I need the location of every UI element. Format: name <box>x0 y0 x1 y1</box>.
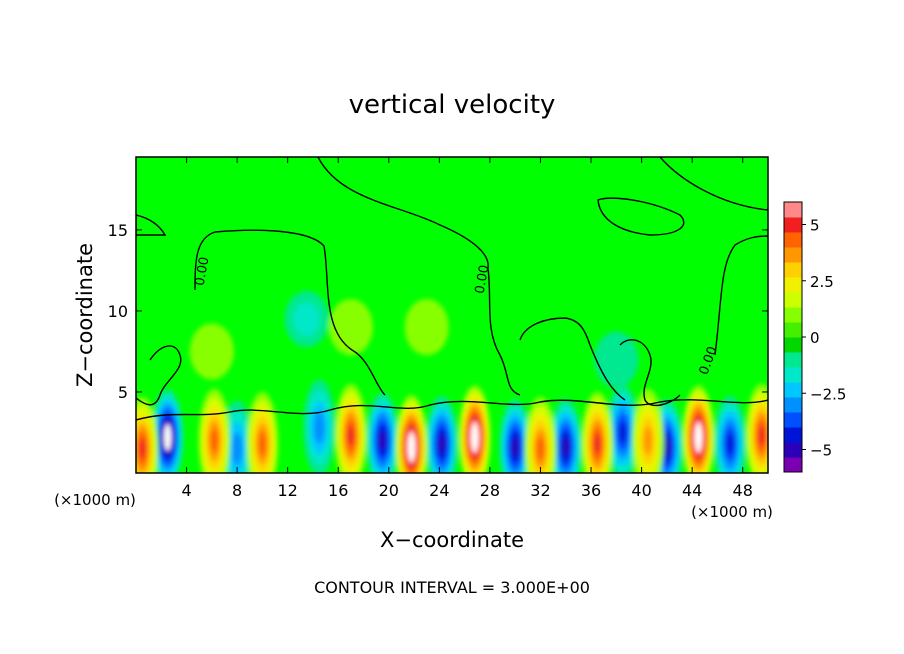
zero-contour-right-top <box>659 157 768 211</box>
updraft-cell-8 <box>631 388 664 473</box>
zero-contour-right-loop <box>597 197 685 236</box>
colorbar-tick-label-1: 2.5 <box>810 273 834 291</box>
downdraft-cell-9 <box>714 395 747 473</box>
contour-interval-note: CONTOUR INTERVAL = 3.000E+00 <box>314 578 590 597</box>
contour-label-mid: 0.00 <box>473 264 493 295</box>
downdraft-cell-2 <box>303 379 336 473</box>
zero-contour-dome <box>194 229 386 396</box>
x-tick-label-24: 24 <box>429 481 449 500</box>
colorbar-swatch-3 <box>784 412 802 428</box>
y-axis: 5 10 15 <box>108 221 768 402</box>
x-tick-label-32: 32 <box>530 481 550 500</box>
colorbar-swatch-5 <box>784 382 802 398</box>
colorbar-tick-label-3: −2.5 <box>810 385 846 403</box>
zero-contour-top-arc <box>317 157 489 269</box>
updraft-cell-10 <box>745 383 768 473</box>
colorbar-tick-label-0: 5 <box>810 217 820 235</box>
downdraft-cell-7 <box>606 384 639 473</box>
zero-contour-right-wiggles <box>619 339 681 407</box>
upper-feature-cell-0 <box>284 291 329 348</box>
contour-lines <box>136 157 768 421</box>
x-tick-label-20: 20 <box>379 481 399 500</box>
colorbar-tick-label-4: −5 <box>810 442 832 460</box>
updraft-cell-7 <box>581 391 614 473</box>
zero-contour-left-wiggles <box>136 345 182 406</box>
downdraft-cell-5 <box>499 399 532 473</box>
y-axis-label: Z−coordinate <box>73 243 97 387</box>
zero-contour-upper-left <box>136 214 167 236</box>
colorbar-swatch-17 <box>784 202 802 218</box>
x-tick-label-40: 40 <box>631 481 651 500</box>
colorbar-swatch-7 <box>784 352 802 368</box>
x-tick-label-28: 28 <box>480 481 500 500</box>
colorbar-swatch-16 <box>784 217 802 233</box>
chart-title: vertical velocity <box>349 90 556 120</box>
upper-feature-cell-2 <box>328 299 373 356</box>
updraft-cell-5 <box>458 385 491 473</box>
updraft-cell-3 <box>334 383 367 473</box>
colorbar-swatch-2 <box>784 427 802 443</box>
updraft-cell-1 <box>198 388 231 473</box>
colorbar-swatch-9 <box>784 322 802 338</box>
downdraft-cell-3 <box>366 392 399 473</box>
colorbar-ticks: 5 2.5 0 −2.5 −5 <box>802 217 846 460</box>
zero-contour-lower-band <box>136 399 768 421</box>
plot-frame <box>135 156 769 474</box>
colorbar-swatch-12 <box>784 277 802 293</box>
colorbar-swatch-8 <box>784 337 802 353</box>
colorbar-swatch-1 <box>784 442 802 458</box>
x-axis: 4 8 12 16 20 24 28 32 36 40 44 48 <box>181 157 753 500</box>
downdraft-cell-6 <box>549 399 582 473</box>
zero-contour-mid-hump <box>487 267 521 396</box>
downdraft-cell-4 <box>425 395 458 473</box>
x-tick-label-16: 16 <box>328 481 348 500</box>
downdraft-cell-0 <box>151 389 184 473</box>
x-tick-label-48: 48 <box>733 481 753 500</box>
updraft-cell-4 <box>395 395 428 473</box>
y-tick-label-5: 5 <box>118 383 128 402</box>
upper-feature-cell-4 <box>594 331 639 388</box>
y-tick-label-15: 15 <box>108 221 128 240</box>
x-unit-left: (×1000 m) <box>54 491 136 509</box>
x-tick-label-4: 4 <box>181 481 191 500</box>
colorbar-swatch-10 <box>784 307 802 323</box>
plot-area: 0.00 0.00 0.00 <box>135 156 769 474</box>
colorbar-swatch-14 <box>784 247 802 263</box>
colorbar-swatch-4 <box>784 397 802 413</box>
x-tick-label-12: 12 <box>278 481 298 500</box>
colorbar-tick-label-2: 0 <box>810 329 820 347</box>
x-tick-label-44: 44 <box>682 481 702 500</box>
zero-contour-center-dome <box>519 317 626 401</box>
colorbar-swatch-13 <box>784 262 802 278</box>
colorbar <box>784 202 802 473</box>
colorbar-swatch-11 <box>784 292 802 308</box>
x-axis-label: X−coordinate <box>380 528 524 552</box>
velocity-field <box>136 291 768 473</box>
updraft-cell-2 <box>246 391 279 473</box>
updraft-cell-9 <box>682 385 715 473</box>
updraft-cell-0 <box>136 396 159 473</box>
x-tick-label-8: 8 <box>232 481 242 500</box>
upper-feature-cell-3 <box>189 323 234 380</box>
zero-contour-right-dome <box>714 235 768 356</box>
colorbar-swatch-6 <box>784 367 802 383</box>
x-unit-right: (×1000 m) <box>691 503 773 521</box>
upper-feature-cell-1 <box>404 299 449 356</box>
y-tick-label-10: 10 <box>108 302 128 321</box>
colorbar-swatch-0 <box>784 457 802 473</box>
updraft-cell-6 <box>524 396 557 473</box>
x-tick-label-36: 36 <box>581 481 601 500</box>
colorbar-swatch-15 <box>784 232 802 248</box>
contour-label-left: 0.00 <box>193 256 213 287</box>
